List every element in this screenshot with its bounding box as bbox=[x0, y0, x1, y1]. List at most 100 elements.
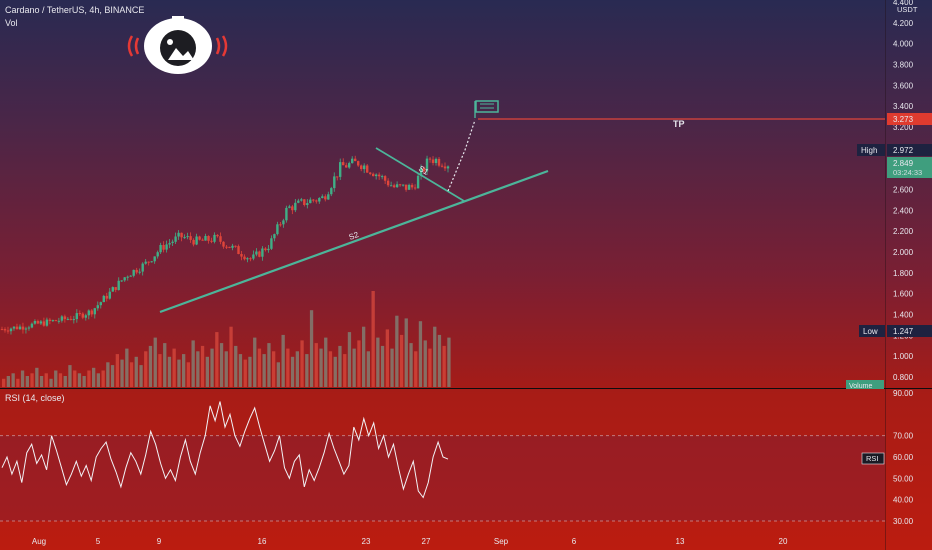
volume-bar bbox=[305, 354, 309, 387]
time-tick-label: 13 bbox=[676, 537, 685, 546]
candle-body bbox=[123, 277, 126, 281]
candle-body bbox=[303, 199, 306, 205]
candle-body bbox=[422, 167, 426, 172]
candle-body bbox=[333, 176, 336, 189]
volume-bar bbox=[20, 370, 25, 387]
candle-body bbox=[6, 330, 10, 332]
volume-bar bbox=[177, 359, 181, 387]
volume-bar bbox=[96, 373, 100, 387]
rsi-line bbox=[1, 401, 449, 499]
candle-body bbox=[363, 165, 366, 170]
candle-body bbox=[147, 261, 150, 263]
vol-label: Vol bbox=[5, 18, 18, 28]
volume-bar bbox=[357, 340, 361, 387]
volume-bar bbox=[319, 348, 323, 387]
candle-body bbox=[21, 326, 25, 330]
volume-bar bbox=[338, 345, 342, 387]
candle-body bbox=[171, 241, 174, 243]
candle-body bbox=[186, 236, 189, 238]
rsi-tag: RSI bbox=[861, 452, 885, 465]
volume-bar bbox=[101, 370, 105, 387]
candle-body bbox=[240, 254, 243, 257]
volume-bar bbox=[144, 351, 148, 387]
candle-body bbox=[306, 203, 309, 205]
price-tick-label: 3.200 bbox=[893, 123, 914, 132]
price-tick-label: 2.400 bbox=[893, 206, 914, 215]
volume-bar bbox=[371, 291, 375, 387]
svg-text:3.273: 3.273 bbox=[893, 115, 914, 124]
candle-body bbox=[291, 206, 294, 211]
volume-bar bbox=[409, 343, 413, 387]
candle-body bbox=[264, 248, 267, 251]
volume-bar bbox=[390, 348, 394, 387]
volume-bar bbox=[153, 337, 157, 387]
time-tick-label: 27 bbox=[422, 537, 431, 546]
candle-body bbox=[75, 313, 78, 320]
volume-bar bbox=[234, 345, 238, 387]
candle-body bbox=[33, 321, 37, 324]
candle-body bbox=[330, 188, 333, 195]
candle-body bbox=[407, 184, 411, 190]
volume-bar bbox=[229, 326, 233, 387]
time-tick-label: 20 bbox=[779, 537, 788, 546]
candle-body bbox=[153, 256, 156, 262]
volume-bar bbox=[167, 356, 172, 387]
candle-body bbox=[279, 224, 282, 226]
candle-body bbox=[410, 184, 414, 188]
candle-body bbox=[108, 291, 111, 299]
last-price-tag: 2.849 03:24:33 bbox=[887, 157, 932, 178]
volume-bar bbox=[414, 351, 418, 387]
candle-body bbox=[120, 280, 123, 282]
volume-bar bbox=[172, 348, 176, 387]
candle-body bbox=[225, 246, 228, 248]
candle-body bbox=[440, 165, 444, 167]
candle-body bbox=[237, 246, 240, 254]
tp-label: TP bbox=[673, 119, 685, 129]
candle-body bbox=[51, 320, 55, 322]
volume-bar bbox=[433, 326, 437, 387]
volume-bars bbox=[2, 291, 451, 387]
candle-body bbox=[39, 321, 43, 324]
candle-body bbox=[60, 316, 64, 321]
candle-body bbox=[69, 318, 72, 320]
volume-bar bbox=[328, 351, 333, 387]
svg-text:High: High bbox=[861, 146, 877, 155]
candle-body bbox=[165, 244, 168, 250]
volume-bar bbox=[25, 376, 29, 387]
candle-body bbox=[425, 158, 429, 172]
candle-body bbox=[339, 162, 342, 177]
candle-body bbox=[78, 313, 81, 315]
candle-body bbox=[36, 321, 40, 324]
volume-bar bbox=[120, 359, 124, 387]
candle-body bbox=[156, 252, 159, 257]
volume-bar bbox=[281, 334, 285, 387]
volume-bar bbox=[200, 345, 205, 387]
volume-bar bbox=[257, 348, 262, 387]
volume-bar bbox=[362, 326, 366, 387]
volume-bar bbox=[324, 337, 328, 387]
candle-body bbox=[276, 224, 279, 235]
volume-bar bbox=[35, 367, 39, 387]
candle-body bbox=[12, 326, 16, 329]
candle-body bbox=[324, 196, 327, 200]
volume-bar bbox=[49, 378, 53, 387]
rsi-tick-label: 30.00 bbox=[893, 517, 914, 526]
volume-bar bbox=[158, 354, 162, 387]
time-tick-label: 16 bbox=[258, 537, 267, 546]
price-tick-label: 1.400 bbox=[893, 311, 914, 320]
volume-bar bbox=[314, 343, 318, 387]
candle-body bbox=[192, 239, 195, 245]
volume-bar bbox=[352, 348, 356, 387]
candle-body bbox=[177, 232, 180, 237]
candle-body bbox=[138, 271, 141, 273]
volume-bar bbox=[210, 348, 214, 387]
price-tick-label: 2.200 bbox=[893, 227, 914, 236]
price-tick-label: 1.000 bbox=[893, 352, 914, 361]
projection-path bbox=[447, 119, 476, 192]
volume-bar bbox=[423, 340, 427, 387]
candle-body bbox=[150, 261, 153, 263]
candle-body bbox=[27, 327, 31, 329]
symbol-title: Cardano / TetherUS, 4h, BINANCE bbox=[5, 5, 144, 15]
time-tick-label: Aug bbox=[32, 537, 46, 546]
